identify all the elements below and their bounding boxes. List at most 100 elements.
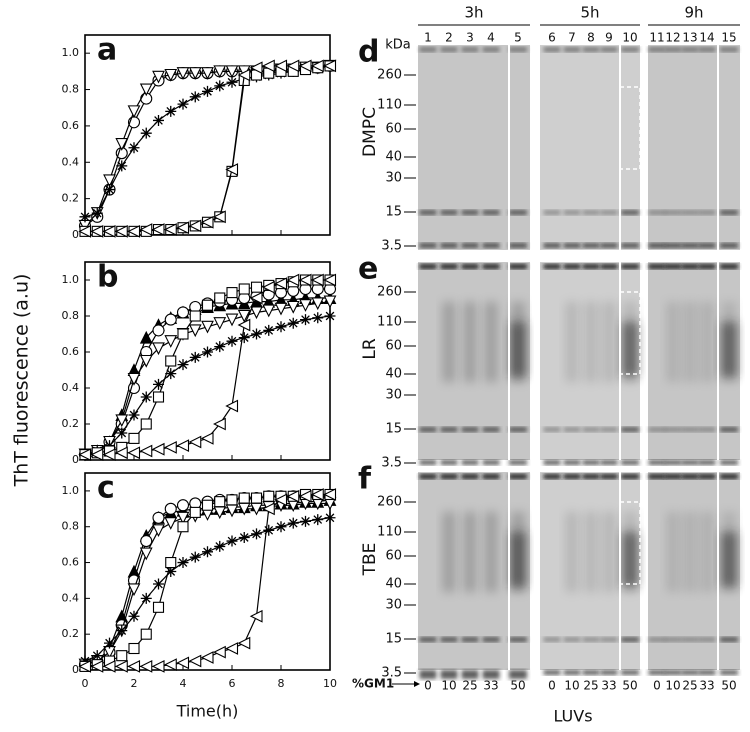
low-band [621,670,639,675]
monomer-band [543,210,561,215]
low-band [582,460,600,465]
gm1-value: 0 [548,679,556,693]
monomer-band [543,637,561,642]
marker [249,291,263,305]
low-band [419,460,437,465]
marker [164,517,178,530]
time-label: 5h [580,4,599,22]
y-tick-label: 0.6 [62,345,80,358]
low-band [648,243,666,248]
monomer-band [482,210,500,215]
marker [274,277,288,290]
marker [128,642,140,655]
low-band [621,243,639,248]
monomer-band [509,210,527,215]
well-band [543,474,561,479]
lane-number: 1 [424,31,432,45]
monomer-band [621,637,639,642]
marker [298,489,312,503]
highlight-box [619,86,641,170]
well-band [621,264,639,269]
marker [262,59,275,73]
well-band [621,474,639,479]
low-band [482,243,500,248]
well-band [664,474,682,479]
mw-label: 60 [385,339,402,354]
gm1-value: 50 [721,679,736,693]
low-band [698,460,716,465]
marker [177,521,189,533]
marker [164,335,178,348]
well-band [482,47,500,52]
marker [152,391,165,403]
marker [153,578,164,590]
marker [286,489,300,503]
mw-label: 30 [385,171,402,186]
marker [91,650,103,662]
well-band [509,264,527,269]
well-band [482,474,500,479]
monomer-band [461,210,479,215]
monomer-band [440,637,458,642]
marker [128,432,140,444]
panel-label: f [358,462,372,497]
monomer-band [698,210,716,215]
marker [189,551,201,563]
well-band [461,47,479,52]
marker [139,330,153,344]
well-band [698,264,716,269]
oligomer-smear [510,532,526,587]
marker [324,512,336,524]
well-band [509,474,527,479]
gel-background [540,45,640,250]
monomer-band [419,637,437,642]
lane-number: 11 [649,31,664,45]
marker [189,351,201,363]
gm1-value: 25 [583,679,598,693]
y-tick-label: 0.2 [62,192,80,205]
marker [139,444,153,458]
oligomer-smear [622,322,638,377]
mw-label: 30 [385,388,402,403]
marker [202,346,213,358]
smear [484,512,498,592]
marker [287,317,299,329]
smear [683,512,697,592]
marker [116,427,128,439]
x-tick-label: 2 [131,677,138,690]
well-band [509,47,527,52]
low-band [720,670,738,675]
highlight-box [619,501,641,585]
mw-label: 110 [377,98,402,113]
monomer-band [720,637,738,642]
gm1-value: 10 [564,679,579,693]
marker [214,496,226,508]
marker [225,642,239,655]
marker [78,224,92,238]
marker [213,645,226,659]
y-tick-label: 1.0 [62,484,80,497]
marker [140,418,152,430]
marker [189,506,201,518]
smear [584,512,598,592]
monomer-band [681,637,699,642]
marker [104,184,115,196]
plot-frame [84,472,331,671]
oligomer-smear [721,532,737,587]
marker [274,59,288,73]
monomer-band [664,427,682,432]
well-band [681,264,699,269]
lane-number: 5 [514,31,522,45]
low-band [698,243,716,248]
marker [275,321,287,333]
marker [177,557,189,569]
marker [250,281,263,293]
low-band [582,243,600,248]
monomer-band [600,637,618,642]
x-tick-label: 6 [229,677,236,690]
marker [165,105,177,117]
marker [238,332,250,344]
smear [700,512,714,592]
marker [115,660,128,673]
marker [165,368,177,380]
